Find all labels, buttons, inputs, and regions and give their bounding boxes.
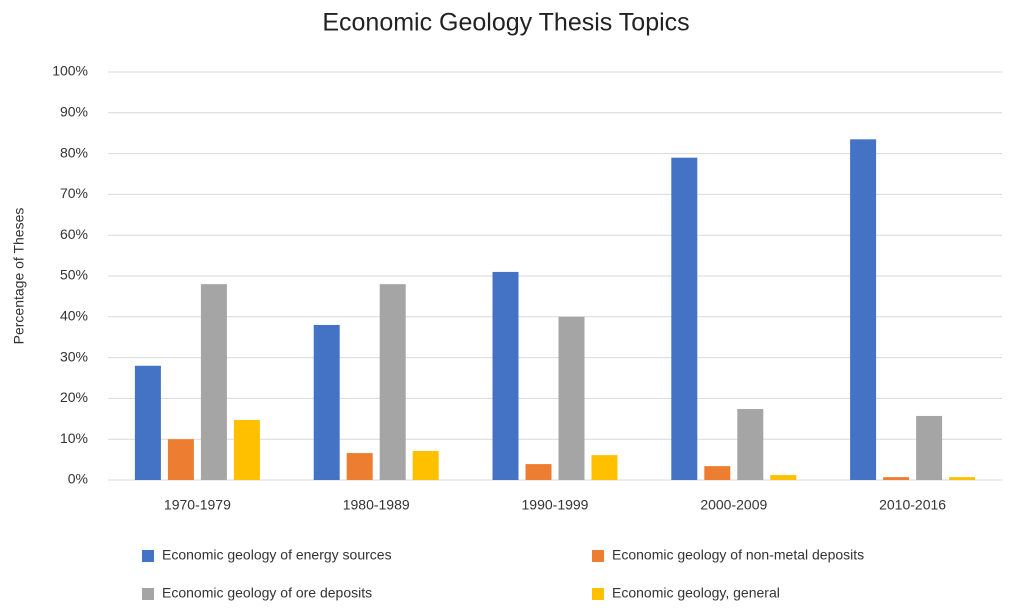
y-tick-label: 10% (60, 430, 88, 446)
bar (200, 284, 227, 480)
legend-swatch (592, 588, 604, 600)
bar (916, 415, 943, 480)
y-tick-label: 90% (60, 104, 88, 120)
legend-swatch (142, 550, 154, 562)
bar (379, 284, 406, 480)
y-tick-label: 20% (60, 389, 88, 405)
legend-label: Economic geology of non-metal deposits (612, 547, 864, 563)
y-tick-label: 100% (52, 63, 88, 79)
x-tick-label: 2010-2016 (879, 497, 946, 513)
legend-swatch (592, 550, 604, 562)
y-tick-label: 70% (60, 185, 88, 201)
bar (737, 409, 764, 480)
legend-label: Economic geology of ore deposits (162, 585, 372, 601)
y-tick-label: 0% (68, 471, 88, 487)
chart-title: Economic Geology Thesis Topics (322, 9, 689, 37)
bar (412, 451, 439, 480)
y-tick-label: 30% (60, 348, 88, 364)
y-tick-label: 60% (60, 226, 88, 242)
y-tick-label: 40% (60, 308, 88, 324)
bar (233, 420, 260, 480)
x-tick-label: 1970-1979 (164, 497, 231, 513)
legend-swatch (142, 588, 154, 600)
bar (591, 455, 618, 480)
bar (671, 157, 698, 480)
bar (558, 316, 585, 480)
legend-label: Economic geology, general (612, 585, 780, 601)
bar (313, 324, 340, 480)
y-axis-label: Percentage of Theses (11, 208, 27, 345)
bar (525, 464, 552, 480)
bar (949, 477, 976, 480)
bar (770, 475, 797, 480)
x-tick-label: 1980-1989 (343, 497, 410, 513)
bar (704, 466, 731, 480)
x-tick-label: 2000-2009 (700, 497, 767, 513)
y-tick-label: 80% (60, 144, 88, 160)
bar (883, 477, 910, 480)
bar (134, 365, 161, 480)
bar (492, 271, 519, 480)
bar (167, 439, 194, 480)
bar (850, 139, 877, 480)
bar (346, 453, 373, 480)
y-tick-label: 50% (60, 267, 88, 283)
legend-label: Economic geology of energy sources (162, 547, 392, 563)
x-tick-label: 1990-1999 (522, 497, 589, 513)
